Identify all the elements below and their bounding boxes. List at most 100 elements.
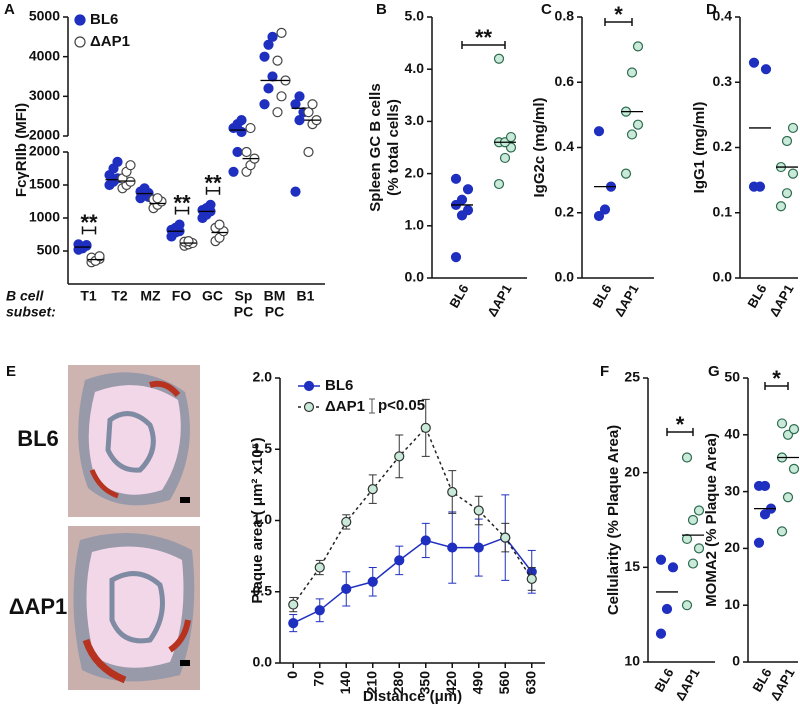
data-point — [493, 178, 505, 190]
annotation: p<0.05 — [378, 397, 425, 414]
x-tick-label: FO — [172, 288, 192, 304]
data-point — [447, 486, 458, 498]
data-point — [781, 188, 793, 199]
data-point — [456, 194, 468, 205]
x-tick-label: PC — [234, 304, 253, 320]
legend-marker — [303, 380, 315, 392]
y-tick-label: 2.0 — [253, 369, 273, 385]
data-point — [787, 122, 799, 134]
significance: ** — [173, 190, 191, 215]
data-point — [174, 219, 185, 230]
data-point — [599, 204, 611, 215]
y-tick-label: 2000 — [29, 143, 60, 159]
y-tick-label: 0.8 — [555, 8, 575, 24]
data-point — [288, 599, 299, 610]
data-point — [593, 126, 605, 137]
y-tick-label: 50 — [724, 369, 740, 385]
data-point — [232, 146, 243, 158]
y-tick-label: 1500 — [29, 176, 60, 192]
data-point — [687, 558, 699, 569]
y-tick-label: 0.0 — [713, 269, 733, 285]
data-point — [632, 41, 644, 52]
y-tick-label: 0.0 — [253, 654, 273, 670]
data-point — [620, 168, 632, 179]
y-tick-label: 3000 — [29, 87, 60, 103]
data-point — [593, 210, 605, 222]
y-tick-label: 500 — [37, 242, 61, 258]
data-point — [759, 480, 771, 492]
y-tick-label: 0.1 — [713, 203, 733, 219]
x-tick-label: 0 — [284, 671, 300, 679]
data-point — [125, 160, 136, 171]
data-point — [681, 533, 693, 545]
x-tick-label: PC — [265, 304, 284, 320]
y-tick-label: 30 — [724, 482, 740, 498]
y-tick-label: 0.2 — [713, 138, 733, 154]
x-tick-label: 140 — [337, 671, 353, 695]
data-point — [272, 55, 283, 66]
data-point — [276, 27, 287, 38]
y-tick-label: 25 — [624, 369, 640, 385]
y-tick-label: 0.3 — [713, 73, 733, 89]
legend-marker — [303, 401, 315, 413]
x-tick-label: 280 — [390, 671, 406, 695]
data-point — [687, 514, 699, 526]
data-point — [314, 562, 325, 573]
data-point — [259, 99, 270, 110]
data-point — [655, 628, 667, 639]
data-point — [526, 573, 537, 585]
legend-label: ΔAP1 — [325, 398, 365, 415]
data-point — [447, 542, 458, 553]
data-point — [236, 115, 247, 126]
panel-letter: E — [6, 363, 16, 380]
x-axis-label: Distance (μm) — [363, 688, 462, 705]
y-axis-label: Spleen GC B cells — [367, 83, 384, 211]
data-point — [112, 156, 123, 167]
data-point — [760, 64, 772, 75]
data-point — [214, 219, 225, 230]
data-point — [263, 39, 274, 50]
data-point — [655, 554, 667, 565]
data-point — [341, 516, 352, 528]
x-tick-label: ΔAP1 — [484, 282, 514, 319]
data-point — [753, 537, 765, 548]
significance: * — [676, 412, 685, 437]
data-point — [314, 605, 325, 616]
data-point — [81, 239, 92, 251]
x-tick-label: T2 — [111, 288, 128, 304]
legend-label: ΔAP1 — [90, 33, 130, 50]
data-point — [152, 193, 163, 204]
panel-letter: G — [708, 363, 720, 380]
data-point — [303, 146, 314, 158]
data-point — [493, 53, 505, 64]
data-point — [754, 181, 766, 192]
data-point — [626, 67, 638, 78]
significance: ** — [475, 25, 493, 50]
data-point — [500, 532, 511, 543]
data-point — [267, 31, 278, 42]
x-tick-label: BM — [264, 288, 286, 304]
x-tick-label: 560 — [496, 671, 512, 695]
data-point — [776, 418, 788, 429]
data-point — [139, 183, 150, 194]
data-point — [462, 184, 474, 195]
y-tick-label: 20 — [624, 463, 640, 479]
series-line — [292, 536, 533, 624]
y-tick-label: 2.0 — [405, 164, 425, 180]
data-point — [367, 484, 378, 495]
image-label: ΔAP1 — [9, 594, 68, 619]
panel-letter: B — [376, 1, 387, 18]
data-point — [782, 492, 794, 503]
x-tick-label: T1 — [80, 288, 97, 304]
x-tick-label: ΔAP1 — [672, 666, 702, 703]
data-point — [450, 173, 462, 184]
y-tick-label: 0.5 — [253, 582, 273, 598]
y-tick-label: 4.0 — [405, 60, 425, 76]
data-point — [259, 51, 270, 62]
data-point — [245, 122, 256, 134]
y-axis-label: Plaque area ( μm² x10⁵) — [249, 437, 266, 603]
x-tick-label: 420 — [443, 671, 459, 695]
data-point — [394, 555, 405, 566]
y-tick-label: 5.0 — [405, 8, 425, 24]
data-point — [462, 205, 474, 216]
